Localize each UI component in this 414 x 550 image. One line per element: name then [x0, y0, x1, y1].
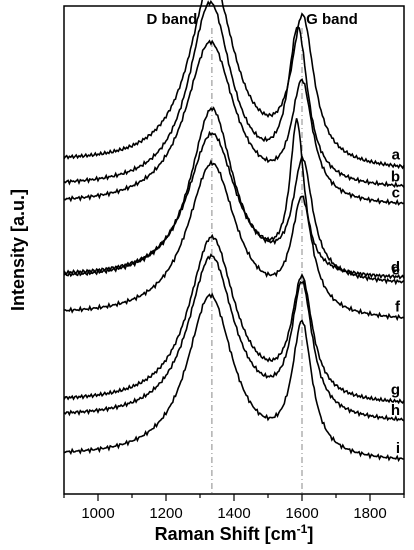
reference-lines — [211, 28, 303, 494]
plot-frame — [63, 5, 405, 495]
series-label-a: a — [392, 146, 401, 163]
series-label-i: i — [396, 440, 400, 457]
series-line-d — [63, 106, 405, 280]
x-axis-title-main: Raman Shift [cm — [155, 524, 297, 544]
series-label-g: g — [391, 382, 400, 399]
band-label-g: G band — [306, 11, 358, 28]
band-labels: D band G band — [146, 11, 357, 28]
series-line-b — [63, 0, 405, 188]
series-line-e — [63, 130, 405, 286]
series-label-h: h — [391, 402, 400, 419]
series-line-c — [63, 39, 405, 206]
band-label-d: D band — [146, 11, 197, 28]
x-axis-title-sup: -1 — [297, 522, 308, 536]
series-line-g — [63, 233, 405, 405]
x-tick-label: 1800 — [353, 505, 386, 522]
series-label-b: b — [391, 168, 400, 185]
x-ticks: 1000 1200 1400 1600 1800 — [63, 494, 405, 522]
y-axis-title: Intensity [a.u.] — [8, 189, 28, 311]
x-axis-title-close: ] — [307, 524, 313, 544]
series-labels: abc de f gh i — [391, 146, 401, 457]
series-line-a — [63, 0, 405, 170]
x-tick-label: 1400 — [217, 505, 250, 522]
x-axis-title: Raman Shift [cm-1] — [155, 522, 314, 544]
series-label-f: f — [395, 299, 401, 316]
series-line-i — [63, 292, 405, 463]
series-line-f — [63, 159, 405, 322]
series-label-e: e — [392, 261, 400, 278]
series-line-h — [63, 253, 405, 422]
x-tick-label: 1200 — [149, 505, 182, 522]
x-tick-label: 1000 — [81, 505, 114, 522]
series-label-c: c — [392, 184, 400, 201]
series-group — [63, 0, 405, 463]
series-label-d: d — [391, 259, 400, 276]
x-tick-label: 1600 — [285, 505, 318, 522]
